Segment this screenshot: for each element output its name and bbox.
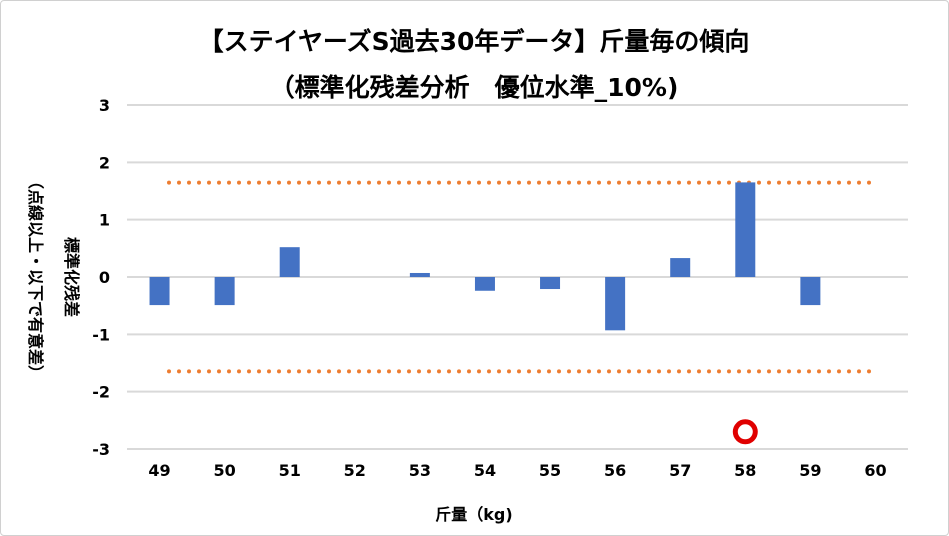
y-tick-label: 3 [99, 96, 110, 115]
bar-53 [409, 272, 430, 277]
bar-49 [149, 277, 170, 306]
x-tick-label: 50 [213, 461, 235, 480]
x-tick-label: 49 [148, 461, 170, 480]
x-tick-label: 58 [734, 461, 756, 480]
highlight-circle-marker [732, 419, 758, 445]
x-tick-label: 51 [279, 461, 301, 480]
bar-50 [214, 277, 235, 306]
x-tick-label: 53 [409, 461, 431, 480]
y-axis-note: （点線以上・以下で有意差） [26, 173, 45, 381]
x-tick-label: 54 [474, 461, 496, 480]
chart-subtitle: （標準化残差分析 優位水準_10%) [270, 73, 679, 102]
x-tick-label: 55 [539, 461, 561, 480]
y-tick-label: 0 [99, 268, 110, 287]
y-tick-label: -3 [92, 440, 110, 459]
y-axis-label: 標準化残差 [62, 237, 81, 317]
x-tick-label: 52 [344, 461, 366, 480]
y-tick-label: -2 [92, 383, 110, 402]
bar-56 [605, 277, 626, 331]
bar-51 [279, 247, 300, 277]
y-tick-label: -1 [92, 325, 110, 344]
bar-59 [800, 277, 821, 306]
x-tick-label: 60 [864, 461, 886, 480]
x-tick-label: 57 [669, 461, 691, 480]
bar-57 [670, 258, 691, 277]
x-tick-label: 59 [799, 461, 821, 480]
x-tick-label: 56 [604, 461, 626, 480]
y-tick-label: 1 [99, 211, 110, 230]
bar-55 [540, 277, 561, 290]
y-tick-label: 2 [99, 153, 110, 172]
x-axis-label: 斤量（kg) [435, 505, 512, 524]
chart-title: 【ステイヤーズS過去30年データ】斤量毎の傾向 [199, 27, 750, 56]
bar-54 [474, 277, 495, 291]
bar-58 [735, 182, 756, 277]
